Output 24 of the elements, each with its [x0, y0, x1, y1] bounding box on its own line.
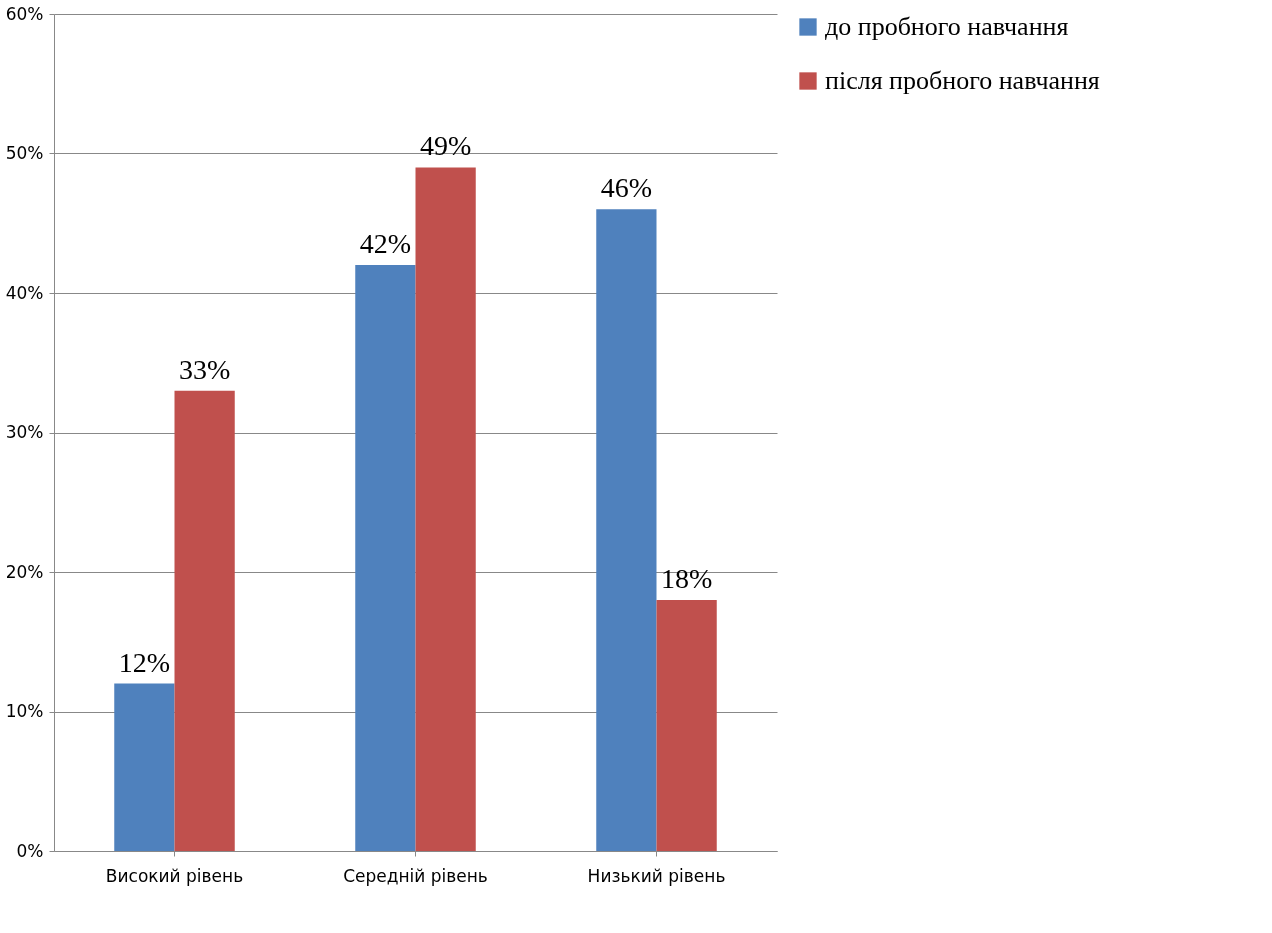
bar: [656, 599, 717, 851]
legend-label: до пробного навчання: [825, 12, 1069, 41]
x-tick-label: Середній рівень: [343, 865, 488, 886]
data-label: 12%: [118, 646, 171, 678]
data-label: 46%: [600, 172, 653, 204]
x-tick-label: Високий рівень: [105, 865, 244, 886]
y-tick-label: 20%: [5, 561, 44, 582]
data-label: 49%: [419, 130, 472, 162]
data-label: 33%: [178, 353, 231, 385]
data-label: 42%: [359, 228, 412, 260]
x-tick-label: Низький рівень: [587, 865, 726, 886]
bar: [415, 167, 476, 851]
data-label: 18%: [660, 562, 713, 594]
y-tick-label: 40%: [5, 282, 44, 303]
legend-label: після пробного навчання: [825, 66, 1100, 95]
bar: [174, 390, 235, 851]
y-tick-label: 50%: [5, 143, 44, 163]
y-tick-label: 60%: [5, 3, 44, 24]
bar: [355, 265, 416, 851]
y-tick-label: 10%: [5, 701, 44, 721]
y-tick-label: 0%: [16, 840, 44, 861]
y-tick-label: 30%: [5, 422, 44, 442]
bar: [596, 209, 657, 851]
bar: [114, 683, 175, 851]
